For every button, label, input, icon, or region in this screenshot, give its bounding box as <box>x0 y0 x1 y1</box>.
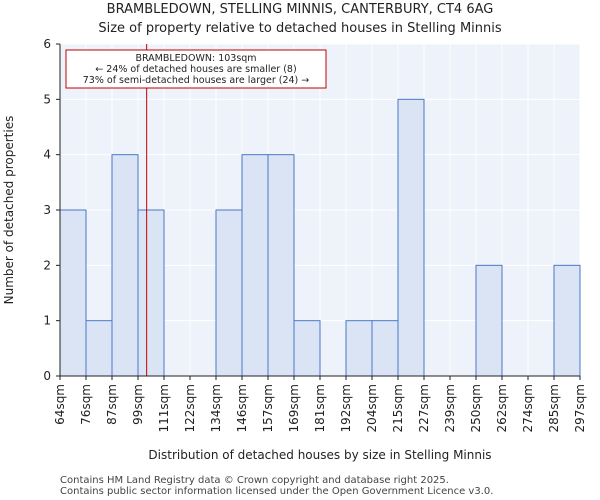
x-tick-label-134sqm: 134sqm <box>209 384 223 432</box>
y-tick-label: 3 <box>43 203 51 217</box>
bars <box>59 98 581 377</box>
x-tick-label-169sqm: 169sqm <box>287 384 301 432</box>
x-axis-label: Distribution of detached houses by size … <box>148 448 491 462</box>
annotation-border <box>65 49 327 89</box>
y-tick-label: 0 <box>43 369 51 383</box>
footer-line-1: Contains HM Land Registry data © Crown c… <box>60 475 449 486</box>
y-tick-label: 5 <box>43 92 51 106</box>
x-tick-label-262sqm: 262sqm <box>495 384 509 432</box>
y-tick-label: 2 <box>43 258 51 272</box>
x-tick-label-192sqm: 192sqm <box>339 384 353 432</box>
y-tick-label: 6 <box>43 37 51 51</box>
bar-169sqm <box>293 320 321 377</box>
axes <box>56 43 581 380</box>
footer-line-2: Contains public sector information licen… <box>60 486 493 497</box>
x-tick-label-204sqm: 204sqm <box>365 384 379 432</box>
bar-192sqm <box>345 320 373 377</box>
bar-134sqm <box>215 209 243 377</box>
bar-204sqm <box>371 320 399 377</box>
x-tick-label-87sqm: 87sqm <box>105 384 119 425</box>
bar-285sqm <box>553 264 581 377</box>
annotation-line-3: 73% of semi-detached houses are larger (… <box>83 75 310 86</box>
x-tick-label-297sqm: 297sqm <box>573 384 587 432</box>
bar-146sqm <box>241 154 269 377</box>
bar-157sqm <box>267 154 295 377</box>
bar-215sqm <box>397 98 425 377</box>
bar-99sqm <box>137 209 165 377</box>
x-tick-label-285sqm: 285sqm <box>547 384 561 432</box>
bar-250sqm <box>475 264 503 377</box>
x-tick-label-181sqm: 181sqm <box>313 384 327 432</box>
x-tick-label-227sqm: 227sqm <box>417 384 431 432</box>
x-tick-label-239sqm: 239sqm <box>443 384 457 432</box>
annotation-box: BRAMBLEDOWN: 103sqm ← 24% of detached ho… <box>65 49 327 89</box>
chart-subtitle: Size of property relative to detached ho… <box>98 21 502 36</box>
x-tick-label-111sqm: 111sqm <box>157 384 171 432</box>
x-tick-label-99sqm: 99sqm <box>131 384 145 425</box>
y-axis-label: Number of detached properties <box>2 116 16 305</box>
x-tick-label-215sqm: 215sqm <box>391 384 405 432</box>
x-tick-labels: 64sqm 76sqm 87sqm 99sqm 111sqm 122sqm 134sqm 14… <box>53 384 587 432</box>
x-tick-label-274sqm: 274sqm <box>521 384 535 432</box>
y-tick-label: 4 <box>43 148 51 162</box>
x-tick-label-76sqm: 76sqm <box>79 384 93 425</box>
x-tick-label-157sqm: 157sqm <box>261 384 275 432</box>
bar-76sqm <box>85 320 113 377</box>
x-tick-label-250sqm: 250sqm <box>469 384 483 432</box>
y-tick-label: 1 <box>43 314 51 328</box>
annotation-line-1: BRAMBLEDOWN: 103sqm <box>135 53 256 64</box>
bar-87sqm <box>111 154 139 377</box>
x-tick-label-122sqm: 122sqm <box>183 384 197 432</box>
annotation-line-2: ← 24% of detached houses are smaller (8) <box>95 64 296 75</box>
y-tick-labels: 0 1 2 3 4 5 6 <box>43 37 51 383</box>
x-tick-label-146sqm: 146sqm <box>235 384 249 432</box>
x-tick-label-64sqm: 64sqm <box>53 384 67 425</box>
chart-title: BRAMBLEDOWN, STELLING MINNIS, CANTERBURY… <box>107 2 494 17</box>
bar-64sqm <box>59 209 87 377</box>
